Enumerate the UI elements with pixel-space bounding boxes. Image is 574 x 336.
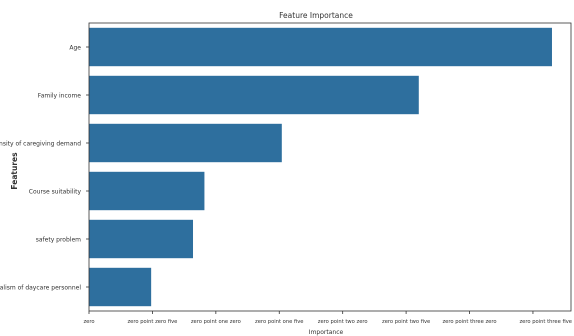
bar-1: [89, 75, 419, 115]
plot-frame: [88, 22, 572, 312]
category-label-2: Intensity of caregiving demand: [0, 141, 81, 148]
x-tick-label-2: zero point one zero: [191, 319, 241, 325]
category-labels: Age Family income Intensity of caregiving …: [0, 45, 89, 292]
category-label-4: safety problem: [36, 237, 81, 244]
x-tick-label-5: zero point two five: [382, 319, 430, 325]
chart-title: Feature Importance: [279, 11, 353, 20]
category-label-0: Age: [69, 45, 81, 52]
x-tick-label-1: zero point zero five: [127, 319, 177, 325]
x-ticks: zero zero point zero five zero point one z…: [83, 311, 572, 325]
category-label-5: Professionalism of daycare personnel: [0, 285, 81, 292]
bar-0: [89, 27, 552, 67]
x-tick-label-3: zero point one five: [255, 319, 303, 325]
bar-group: [89, 27, 552, 307]
x-tick-label-6: zero point three zero: [442, 319, 496, 325]
x-axis-label: Importance: [309, 329, 344, 336]
x-tick-label-4: zero point two zero: [318, 319, 368, 325]
x-tick-label-7: zero point three five: [519, 319, 572, 325]
bar-4: [89, 219, 194, 259]
x-tick-label-0: zero: [83, 319, 94, 325]
bar-3: [89, 171, 205, 211]
y-axis-label: Features: [10, 152, 19, 190]
category-label-3: Course suitability: [29, 189, 82, 196]
category-label-1: Family income: [38, 93, 81, 100]
bar-5: [89, 267, 152, 307]
bar-2: [89, 123, 282, 163]
